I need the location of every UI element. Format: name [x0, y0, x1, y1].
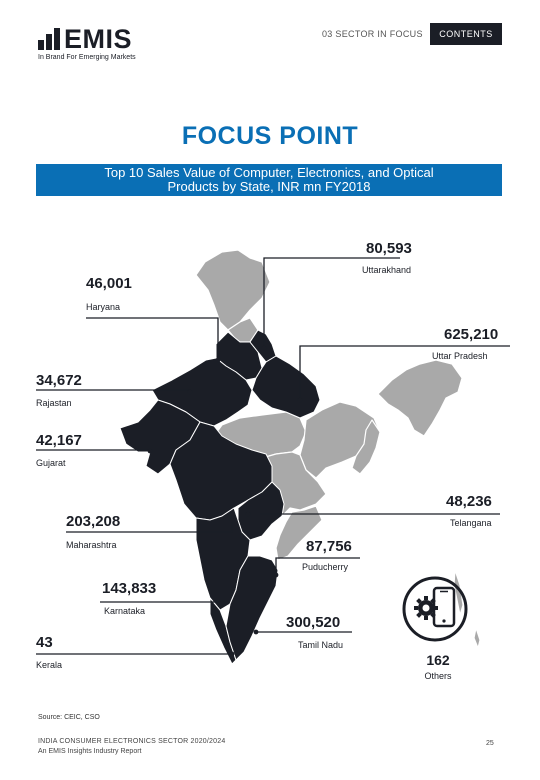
logo-tagline: In Brand For Emerging Markets — [38, 54, 136, 61]
callout-haryana-label: Haryana — [86, 302, 121, 312]
others-value: 162 — [426, 652, 450, 668]
subtitle-banner: Top 10 Sales Value of Computer, Electron… — [36, 164, 502, 196]
map-state-kerala — [209, 597, 237, 665]
map-state-andhra-pradesh — [275, 505, 323, 561]
callout-gujarat-value: 42,167 — [36, 432, 82, 449]
callout-karnataka-value: 143,833 — [102, 580, 157, 597]
gear-phone-icon — [402, 576, 468, 642]
callout-maharashtra-value: 203,208 — [66, 513, 121, 530]
page-number: 25 — [486, 740, 494, 747]
callout-puducherry-value: 87,756 — [306, 538, 352, 555]
map-state-uttar-pradesh — [251, 355, 321, 419]
callout-kerala-value: 43 — [36, 634, 53, 651]
emis-logo-icon — [38, 28, 62, 50]
contents-button[interactable]: CONTENTS — [430, 23, 502, 45]
report-subtitle: An EMIS Insights Industry Report — [38, 748, 142, 755]
report-title: INDIA CONSUMER ELECTRONICS SECTOR 2020/2… — [38, 738, 226, 745]
callout-telangana-value: 48,236 — [446, 493, 492, 510]
map-state-northeast — [377, 359, 463, 437]
subtitle-line-2: Products by State, INR mn FY2018 — [167, 179, 371, 194]
callout-tamil-nadu-label: Tamil Nadu — [298, 640, 344, 650]
page-title: FOCUS POINT — [181, 122, 359, 150]
section-label: 03 SECTOR IN FOCUS — [322, 29, 423, 39]
callout-gujarat-label: Gujarat — [36, 458, 66, 468]
callout-rajastan-label: Rajastan — [36, 398, 72, 408]
logo-text: EMIS — [64, 24, 133, 54]
callout-uttar-pradesh-label: Uttar Pradesh — [432, 351, 488, 361]
callout-uttarakhand-value: 80,593 — [366, 240, 412, 257]
source-note: Source: CEIC, CSO — [38, 714, 100, 721]
others-label: Others — [424, 671, 452, 681]
subtitle-line-1: Top 10 Sales Value of Computer, Electron… — [104, 165, 434, 180]
callout-uttarakhand-label: Uttarakhand — [362, 265, 412, 275]
callout-uttar-pradesh-value: 625,210 — [444, 326, 499, 343]
callout-karnataka-label: Karnataka — [104, 606, 146, 616]
callout-rajastan-value: 34,672 — [36, 372, 82, 389]
callout-puducherry-label: Puducherry — [302, 562, 349, 572]
map-state-tamil-nadu — [225, 555, 279, 661]
map-state-jammu-kashmir — [195, 249, 271, 331]
callout-tamil-nadu-value: 300,520 — [286, 614, 341, 631]
callout-kerala-label: Kerala — [36, 660, 63, 670]
callout-maharashtra-label: Maharashtra — [66, 540, 117, 550]
map-island-nicobar — [473, 627, 481, 649]
callout-telangana-label: Telangana — [450, 518, 492, 528]
callout-haryana-value: 46,001 — [86, 275, 132, 292]
map-state-sikkim-westbengal — [351, 419, 381, 475]
